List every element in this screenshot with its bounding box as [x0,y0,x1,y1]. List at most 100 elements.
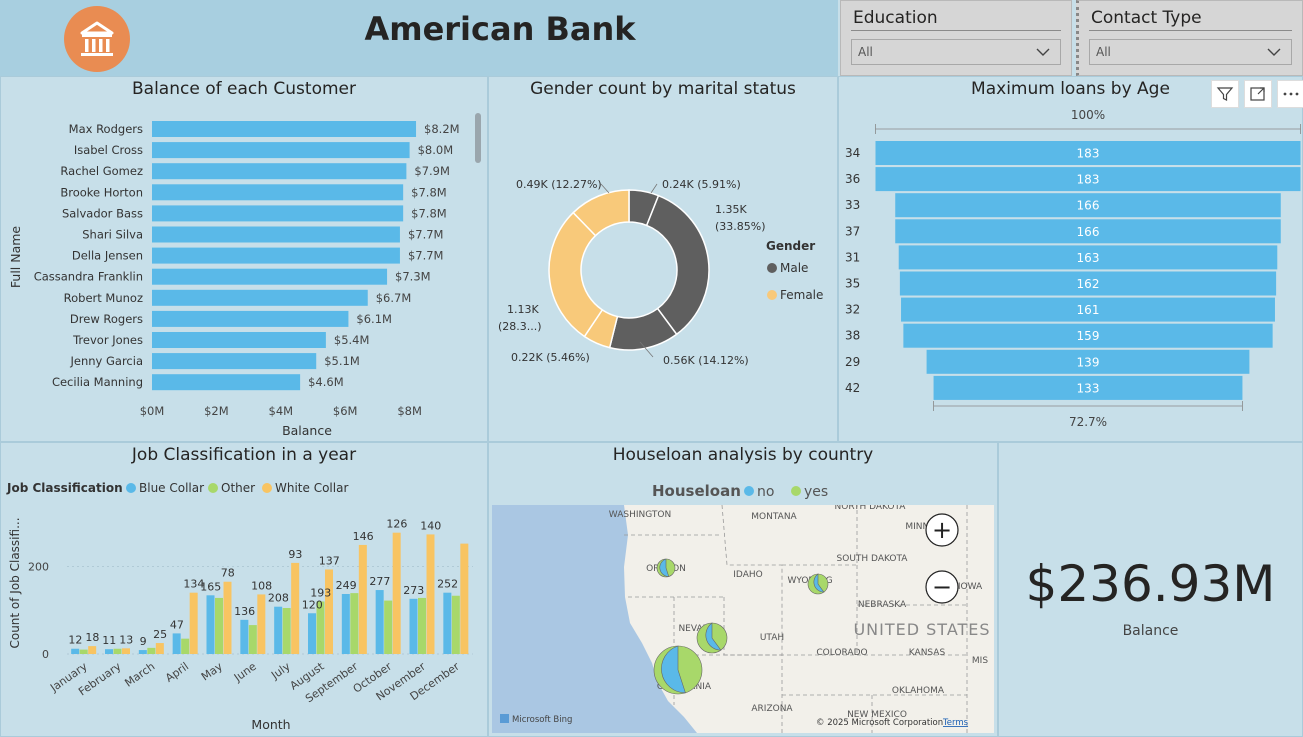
map-copyright: © 2025 Microsoft Corporation [816,718,943,728]
funnel-age-label: 35 [845,277,860,291]
job-bar [155,643,164,654]
map-terms-link[interactable]: Terms [942,718,969,728]
customer-name-label: Salvador Bass [62,206,143,220]
map-state-label: COLORADO [816,648,867,658]
education-slicer[interactable]: Education All [840,0,1072,76]
balance-bar [152,310,349,327]
contact-type-dropdown[interactable]: All [1089,39,1292,65]
job-bar [79,649,88,654]
zoom-in-button[interactable] [925,513,959,547]
donut-data-label: (33.85%) [715,220,766,233]
balance-bar [152,163,407,180]
customer-name-label: Drew Rogers [70,312,143,326]
balance-data-label: $5.4M [334,333,370,347]
job-y-tick: 200 [28,560,49,573]
job-legend-label: White Collar [275,481,348,495]
balance-chart: Max Rodgers $8.2M Isabel Cross $8.0M Rachel … [8,121,460,438]
job-data-label: 134 [183,578,204,591]
donut-slice [572,189,630,237]
contact-type-slicer[interactable]: Contact Type All [1076,0,1303,76]
job-bar [240,619,249,654]
job-bar [426,534,435,654]
job-data-label: 146 [353,530,374,543]
balance-x-tick: $6M [333,404,358,418]
header-bar: American Bank [0,0,838,76]
donut-data-label: 0.24K (5.91%) [662,178,741,191]
job-panel[interactable]: Job Classification in a year Job Classif… [0,442,488,737]
job-bar [122,648,130,654]
customer-name-label: Isabel Cross [74,143,143,157]
funnel-bar [875,167,1301,192]
job-y-axis-title: Count of Job Classifi... [8,517,22,648]
funnel-bar [895,219,1281,244]
funnel-top-percent: 100% [1071,108,1105,122]
funnel-bar [933,375,1243,400]
balance-scrollbar[interactable] [475,113,481,163]
balance-panel[interactable]: Balance of each Customer Max Rodgers $8.2… [0,76,488,442]
job-x-tick: May [199,660,225,684]
funnel-bottom-percent: 72.7% [1069,415,1107,429]
chevron-down-icon [1267,48,1281,56]
job-legend-marker [208,483,218,493]
balance-x-axis-title: Balance [282,423,332,438]
funnel-data-label: 183 [1077,173,1100,187]
job-bar [206,595,215,654]
zoom-out-button[interactable] [925,570,959,604]
map-state-label: ARIZONA [751,704,793,714]
donut-data-label: 1.13K [507,303,539,316]
job-bar [443,592,452,654]
funnel-age-label: 32 [845,303,860,317]
balance-data-label: $6.7M [376,291,412,305]
map-country-label: UNITED STATES [853,620,990,639]
map-panel[interactable]: Houseloan analysis by country Houseloan n… [488,442,998,737]
bing-logo-icon [500,714,509,723]
funnel-bar [899,271,1277,296]
education-dropdown[interactable]: All [851,39,1061,65]
customer-name-label: Cassandra Franklin [34,270,143,284]
funnel-data-label: 133 [1077,381,1100,395]
more-options-button[interactable] [1277,80,1303,108]
job-x-tick: March [122,660,157,690]
funnel-bar [875,141,1301,165]
map-state-label: NORTH DAKOTA [835,505,907,512]
job-legend-label: Blue Collar [139,481,204,495]
job-bar [88,646,97,654]
funnel-age-label: 42 [845,381,860,395]
map-pie-no [661,645,686,694]
job-bar [172,633,181,654]
job-data-label: 93 [288,548,302,561]
balance-bar [152,121,417,137]
funnel-bar [895,193,1281,218]
legend-female-marker [767,290,777,300]
job-bar [308,613,316,654]
funnel-data-label: 166 [1077,199,1100,213]
expand-icon [1250,87,1265,101]
age-panel[interactable]: Maximum loans by Age 100% 34 183 36 183 33 166… [838,76,1303,442]
job-data-label: 120 [302,598,323,611]
job-bar [274,606,283,654]
zoom-out-button-label: − [932,573,952,601]
map-state-label: OKLAHOMA [892,686,945,696]
balance-bar [152,332,326,348]
map-state-label: MONTANA [751,512,797,522]
job-data-label: 108 [251,579,272,592]
customer-name-label: Shari Silva [82,228,143,242]
balance-data-label: $7.9M [414,164,450,178]
gender-panel[interactable]: Gender count by marital status 0.24K (5.… [488,76,838,442]
map-land [624,505,994,733]
funnel-data-label: 183 [1077,147,1100,161]
more-icon [1283,92,1299,96]
focus-mode-button[interactable] [1244,80,1272,108]
map-state-label: SOUTH DAKOTA [837,554,909,564]
gender-donut-chart: 0.24K (5.91%) 1.35K (33.85%) 0.56K (14.12%)… [498,178,823,367]
customer-name-label: Cecilia Manning [52,375,143,389]
balance-data-label: $7.8M [411,206,447,220]
balance-data-label: $8.2M [424,122,460,136]
job-data-label: 47 [170,618,184,631]
filter-button[interactable] [1211,80,1239,108]
education-value: All [858,45,873,59]
map-legend-no-marker [744,486,754,496]
kpi-label: Balance [1122,623,1179,639]
legend-male-marker [767,263,777,273]
